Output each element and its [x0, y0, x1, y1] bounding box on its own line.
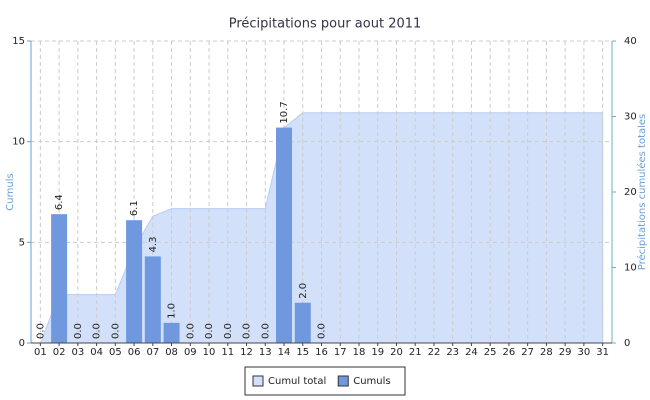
- x-tick-label: 08: [165, 347, 178, 358]
- chart-title: Précipitations pour aout 2011: [229, 17, 422, 32]
- x-tick-label: 06: [128, 347, 141, 358]
- y-axis-label: Cumuls: [5, 173, 16, 210]
- x-tick-label: 29: [559, 347, 572, 358]
- y-tick-label: 0: [19, 338, 25, 349]
- y2-tick-label: 10: [624, 263, 637, 274]
- y-tick-label: 15: [12, 36, 25, 47]
- x-tick-label: 05: [109, 347, 122, 358]
- x-tick-label: 09: [184, 347, 197, 358]
- value-label: 0.0: [317, 323, 328, 339]
- x-tick-label: 20: [390, 347, 403, 358]
- value-label: 10.7: [279, 101, 290, 123]
- y2-tick-label: 30: [624, 112, 637, 123]
- value-label: 0.0: [73, 323, 84, 339]
- value-label: 0.0: [110, 323, 121, 339]
- y-tick-label: 5: [19, 237, 25, 248]
- y2-tick-label: 0: [624, 338, 630, 349]
- value-label: 6.4: [54, 194, 65, 210]
- x-tick-label: 16: [315, 347, 328, 358]
- x-tick-label: 18: [353, 347, 366, 358]
- x-tick-label: 27: [521, 347, 534, 358]
- value-label: 4.3: [148, 237, 159, 253]
- x-tick-label: 22: [428, 347, 441, 358]
- x-tick-label: 26: [503, 347, 516, 358]
- legend-label: Cumuls: [353, 376, 390, 387]
- bar: [294, 302, 311, 343]
- bar: [163, 322, 180, 343]
- legend-swatch: [337, 375, 349, 387]
- bar: [126, 220, 143, 343]
- y2-tick-label: 20: [624, 187, 637, 198]
- bar: [51, 214, 68, 343]
- value-label: 0.0: [185, 323, 196, 339]
- value-label: 0.0: [204, 323, 215, 339]
- x-tick-label: 25: [484, 347, 497, 358]
- x-tick-label: 07: [146, 347, 159, 358]
- bar: [144, 256, 161, 343]
- value-label: 0.0: [223, 323, 234, 339]
- x-tick-label: 19: [371, 347, 384, 358]
- y-tick-label: 10: [12, 137, 25, 148]
- value-label: 0.0: [242, 323, 253, 339]
- value-label: 0.0: [35, 323, 46, 339]
- x-tick-label: 03: [71, 347, 84, 358]
- value-label: 0.0: [260, 323, 271, 339]
- value-label: 2.0: [298, 283, 309, 299]
- y2-axis-label: Précipitations cumulées totales: [636, 114, 648, 271]
- value-label: 1.0: [167, 303, 178, 319]
- x-tick-label: 31: [596, 347, 609, 358]
- x-tick-label: 30: [578, 347, 591, 358]
- x-tick-label: 24: [465, 347, 478, 358]
- x-tick-label: 13: [259, 347, 272, 358]
- x-tick-label: 01: [34, 347, 47, 358]
- legend-box: [244, 366, 406, 396]
- x-tick-label: 21: [409, 347, 422, 358]
- value-label: 0.0: [92, 323, 103, 339]
- legend-label: Cumul total: [268, 376, 326, 387]
- x-tick-label: 28: [540, 347, 553, 358]
- bar: [276, 127, 293, 343]
- x-tick-label: 04: [90, 347, 103, 358]
- value-label: 6.1: [129, 200, 140, 216]
- legend-swatch: [252, 375, 264, 387]
- x-tick-label: 12: [240, 347, 253, 358]
- x-tick-label: 15: [296, 347, 309, 358]
- x-tick-label: 23: [446, 347, 459, 358]
- x-tick-label: 10: [203, 347, 216, 358]
- x-tick-label: 11: [221, 347, 234, 358]
- x-tick-label: 02: [53, 347, 66, 358]
- y2-tick-label: 40: [624, 36, 637, 47]
- x-tick-label: 14: [278, 347, 291, 358]
- x-tick-label: 17: [334, 347, 347, 358]
